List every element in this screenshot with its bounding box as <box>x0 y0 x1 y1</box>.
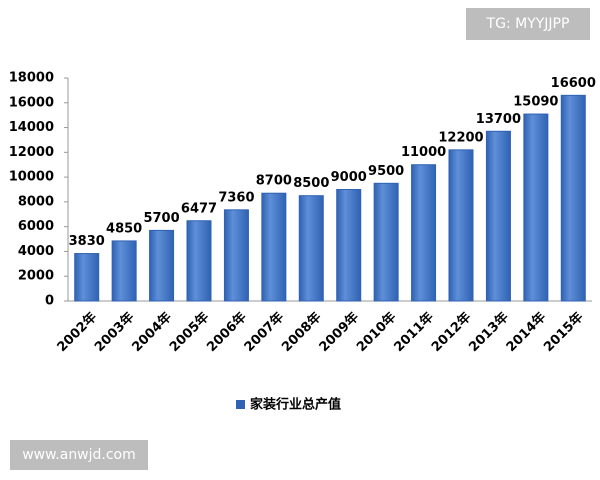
y-tick-label: 2000 <box>18 269 54 284</box>
data-label: 6477 <box>181 201 217 216</box>
x-tick-label: 2011年 <box>391 309 437 355</box>
bar <box>448 149 474 302</box>
x-tick-label: 2013年 <box>466 309 512 355</box>
data-label: 4850 <box>106 221 142 236</box>
data-label: 9500 <box>368 164 404 179</box>
bar <box>74 253 100 302</box>
y-tick-label: 14000 <box>9 120 54 135</box>
y-tick-label: 10000 <box>9 170 54 185</box>
y-tick-label: 12000 <box>9 145 54 160</box>
bar <box>485 130 511 302</box>
data-label: 8500 <box>293 176 329 191</box>
data-label: 5700 <box>143 211 179 226</box>
data-label: 8700 <box>256 174 292 189</box>
data-label: 13700 <box>476 112 521 127</box>
x-tick-label: 2015年 <box>540 309 586 355</box>
y-tick-label: 18000 <box>9 71 54 86</box>
data-label: 15090 <box>513 95 558 110</box>
data-label: 7360 <box>218 190 254 205</box>
watermark: www.anwjd.com <box>22 447 136 463</box>
bar <box>111 240 137 302</box>
watermark-box <box>466 8 590 40</box>
legend-label: 家装行业总产值 <box>250 397 341 413</box>
x-tick-label: 2009年 <box>316 309 362 355</box>
bar <box>223 209 249 302</box>
y-tick-label: 4000 <box>18 244 54 259</box>
bar <box>411 164 437 302</box>
data-label: 3830 <box>69 234 105 249</box>
y-tick-label: 8000 <box>18 194 54 209</box>
x-tick-label: 2003年 <box>91 309 137 355</box>
bar <box>336 189 362 302</box>
x-tick-label: 2008年 <box>278 309 324 355</box>
legend-swatch <box>236 400 245 409</box>
data-label: 9000 <box>331 170 367 185</box>
watermark: TG: MYYJJPP <box>486 16 570 32</box>
y-tick-label: 6000 <box>18 219 54 234</box>
x-tick-label: 2002年 <box>54 309 100 355</box>
y-tick-label: 16000 <box>9 95 54 110</box>
watermark-box <box>10 440 148 470</box>
bar <box>186 220 212 302</box>
bar <box>560 94 586 302</box>
data-label: 16600 <box>551 76 596 91</box>
y-tick-label: 0 <box>45 294 54 309</box>
x-tick-label: 2004年 <box>129 309 175 355</box>
bar <box>261 192 287 302</box>
bar <box>373 182 399 302</box>
data-label: 11000 <box>401 145 446 160</box>
bar <box>298 195 324 302</box>
x-tick-label: 2012年 <box>428 309 474 355</box>
x-tick-label: 2010年 <box>353 309 399 355</box>
bar <box>149 229 175 302</box>
x-tick-label: 2006年 <box>204 309 250 355</box>
x-tick-label: 2007年 <box>241 309 287 355</box>
x-tick-label: 2014年 <box>503 309 549 355</box>
data-label: 12200 <box>438 130 483 145</box>
x-tick-label: 2005年 <box>166 309 212 355</box>
bar <box>523 113 549 302</box>
